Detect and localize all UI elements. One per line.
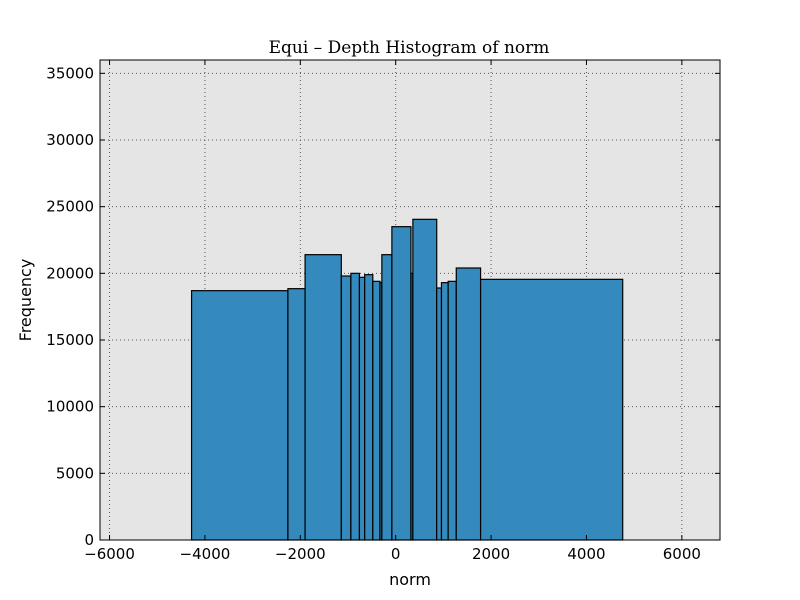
y-tick-label: 5000 [56, 464, 94, 482]
x-axis-label: norm [389, 570, 431, 589]
histogram-bar [448, 281, 456, 540]
x-tick-label: 4000 [567, 545, 605, 563]
x-tick-label: 6000 [663, 545, 701, 563]
histogram-bar [441, 283, 448, 540]
histogram-bar [192, 291, 288, 540]
y-tick-label: 35000 [46, 64, 94, 82]
histogram-bar [373, 281, 380, 540]
histogram-bar [481, 279, 623, 540]
x-tick-label: −4000 [180, 545, 231, 563]
histogram-bar [341, 276, 351, 540]
y-tick-label: 15000 [46, 331, 94, 349]
y-tick-label: 25000 [46, 198, 94, 216]
histogram-bar [413, 219, 437, 540]
histogram-bar [365, 275, 373, 540]
histogram-bar [392, 227, 411, 540]
histogram-bar [437, 288, 442, 540]
histogram-bar [288, 289, 305, 540]
histogram-bar [456, 268, 480, 540]
chart-title: Equi – Depth Histogram of norm [269, 38, 550, 58]
y-axis-label: Frequency [16, 259, 35, 342]
histogram-bar [305, 255, 341, 540]
y-tick-label: 30000 [46, 131, 94, 149]
x-tick-label: −2000 [275, 545, 326, 563]
y-tick-label: 0 [84, 531, 94, 549]
x-tick-label: 0 [391, 545, 401, 563]
histogram-bar [351, 273, 360, 540]
x-tick-label: 2000 [472, 545, 510, 563]
histogram-bar [382, 255, 392, 540]
histogram-bar [359, 277, 364, 540]
y-tick-label: 20000 [46, 264, 94, 282]
y-tick-label: 10000 [46, 398, 94, 416]
